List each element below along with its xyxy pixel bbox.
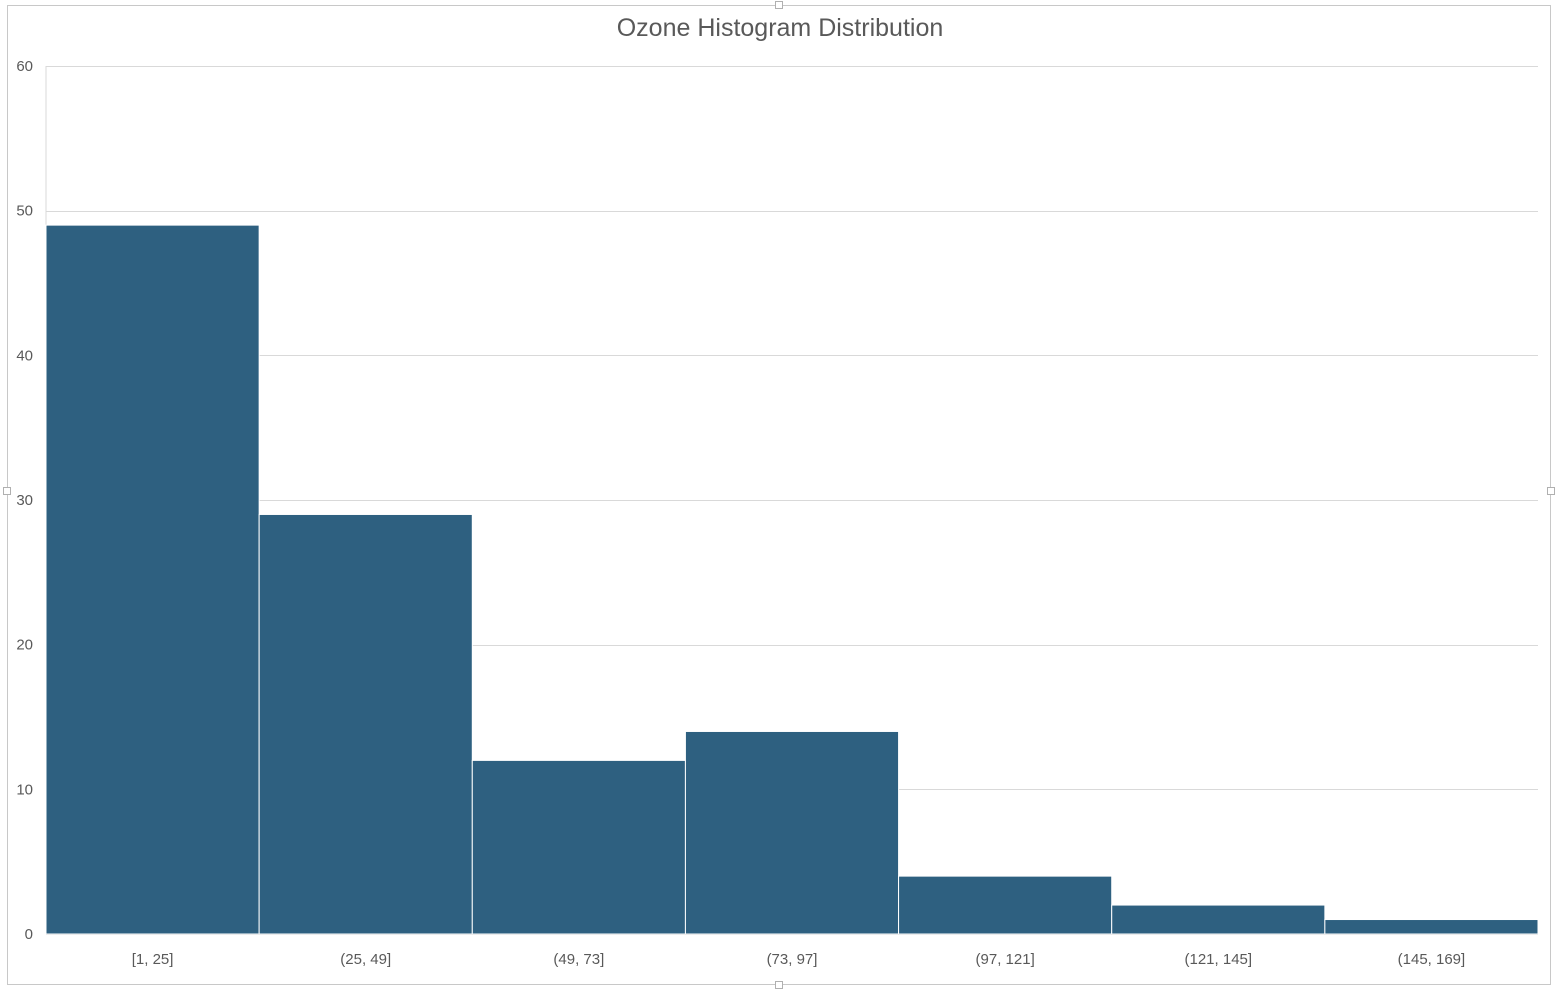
histogram-bar[interactable] — [471, 759, 686, 935]
histogram-bar[interactable] — [898, 875, 1113, 935]
x-axis-ticks: [1, 25] (25, 49] (49, 73] (73, 97] (97, 121]… — [132, 951, 1465, 968]
histogram-bar[interactable] — [684, 730, 900, 935]
y-tick-label: 50 — [16, 203, 33, 220]
bar-layer — [45, 224, 1539, 935]
y-tick-label: 60 — [16, 58, 33, 75]
resize-handle-bottom[interactable] — [775, 981, 783, 989]
histogram-bar[interactable] — [1111, 904, 1326, 935]
resize-handle-left[interactable] — [3, 487, 11, 495]
x-tick-label: [1, 25] — [132, 951, 174, 968]
y-tick-label: 10 — [16, 781, 33, 798]
x-tick-label: (145, 169] — [1398, 951, 1466, 968]
y-axis-ticks: 0 10 20 30 40 50 60 — [16, 58, 33, 943]
y-tick-label: 0 — [25, 926, 33, 943]
x-tick-label: (121, 145] — [1185, 951, 1253, 968]
x-tick-label: (49, 73] — [553, 951, 604, 968]
x-tick-label: (25, 49] — [340, 951, 391, 968]
histogram-bar[interactable] — [45, 224, 260, 935]
y-tick-label: 40 — [16, 347, 33, 364]
resize-handle-top[interactable] — [775, 1, 783, 9]
y-tick-label: 20 — [16, 637, 33, 654]
y-tick-label: 30 — [16, 492, 33, 509]
x-tick-label: (73, 97] — [767, 951, 818, 968]
chart-title: Ozone Histogram Distribution — [616, 14, 944, 42]
histogram-bar[interactable] — [258, 513, 473, 935]
x-tick-label: (97, 121] — [976, 951, 1035, 968]
histogram-bar[interactable] — [1324, 919, 1539, 935]
resize-handle-right[interactable] — [1547, 487, 1555, 495]
